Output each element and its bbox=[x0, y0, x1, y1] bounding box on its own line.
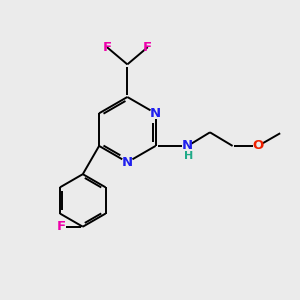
Text: F: F bbox=[102, 41, 112, 54]
Text: O: O bbox=[252, 140, 263, 152]
Text: F: F bbox=[56, 220, 66, 233]
Text: H: H bbox=[184, 151, 193, 161]
Text: N: N bbox=[182, 140, 193, 152]
Text: F: F bbox=[143, 41, 152, 54]
Text: N: N bbox=[122, 156, 133, 169]
Text: N: N bbox=[150, 107, 161, 120]
